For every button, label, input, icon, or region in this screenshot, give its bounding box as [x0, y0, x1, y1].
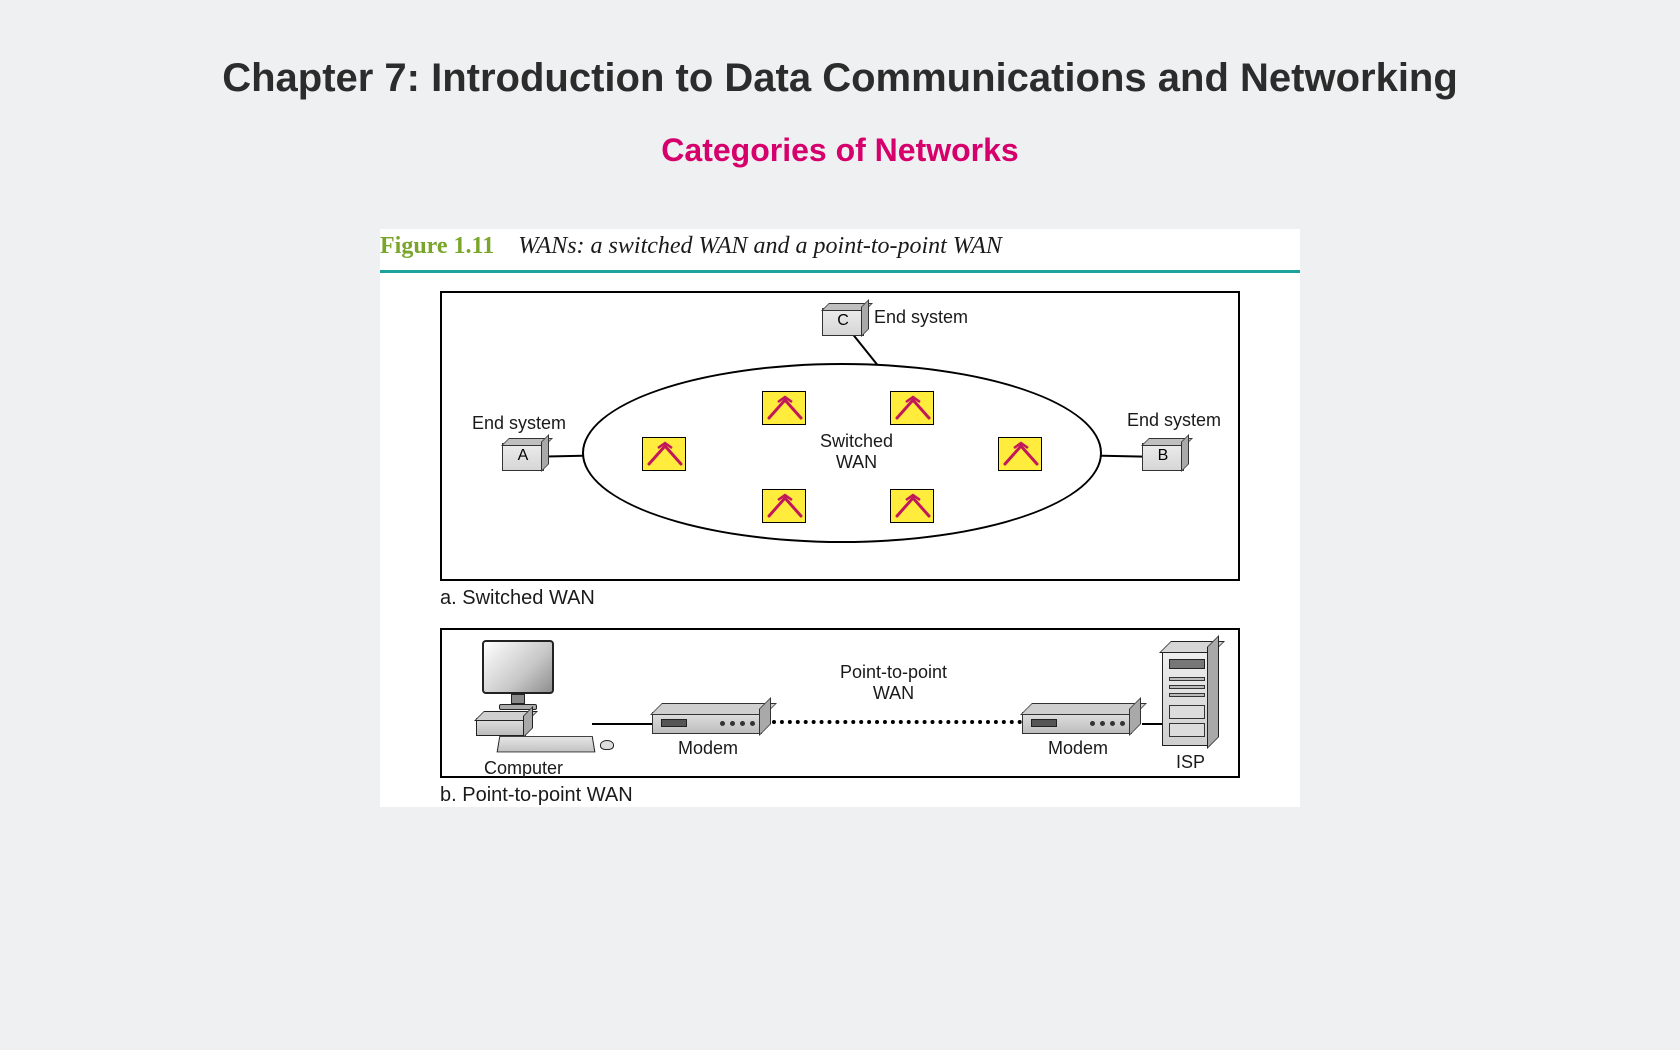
- end-system-c: C: [822, 308, 864, 336]
- diagram-a-caption: a. Switched WAN: [440, 587, 1300, 610]
- figure-container: Figure 1.11 WANs: a switched WAN and a p…: [380, 229, 1300, 807]
- modem-right-icon: [1022, 712, 1132, 734]
- switch-node: [890, 391, 934, 425]
- modem-left-label: Modem: [678, 738, 738, 759]
- computer-label: Computer: [484, 758, 563, 779]
- switch-node: [642, 437, 686, 471]
- monitor-stand: [511, 694, 525, 704]
- isp-label: ISP: [1176, 752, 1205, 773]
- diagram-b-caption: b. Point-to-point WAN: [440, 784, 1300, 807]
- keyboard-icon: [497, 736, 596, 752]
- modem-right-label: Modem: [1048, 738, 1108, 759]
- switch-node: [890, 489, 934, 523]
- isp-server-icon: [1162, 650, 1218, 750]
- figure-caption-text: WANs: a switched WAN and a point-to-poin…: [518, 233, 1002, 259]
- diagram-a-frame: SwitchedWAN A End system B End system C End s…: [440, 291, 1240, 581]
- switched-wan-label: SwitchedWAN: [820, 431, 893, 472]
- end-system-a: A: [502, 443, 544, 471]
- computer-icon: [482, 640, 554, 710]
- figure-caption: Figure 1.11 WANs: a switched WAN and a p…: [380, 229, 1300, 270]
- chapter-title: Chapter 7: Introduction to Data Communic…: [190, 52, 1490, 104]
- switch-node: [762, 391, 806, 425]
- link-computer-modem: [592, 723, 652, 725]
- modem-left-icon: [652, 712, 762, 734]
- end-system-a-label: End system: [472, 413, 566, 434]
- point-to-point-label: Point-to-pointWAN: [840, 662, 947, 703]
- figure-rule: [380, 270, 1300, 273]
- mouse-icon: [600, 740, 614, 750]
- end-system-c-label: End system: [874, 307, 968, 328]
- slide-root: Chapter 7: Introduction to Data Communic…: [0, 0, 1680, 1050]
- monitor-icon: [482, 640, 554, 694]
- end-system-b: B: [1142, 443, 1184, 471]
- switch-node: [762, 489, 806, 523]
- subtitle: Categories of Networks: [0, 132, 1680, 169]
- link-modem-isp: [1142, 723, 1162, 725]
- end-system-b-label: End system: [1127, 410, 1221, 431]
- switch-node: [998, 437, 1042, 471]
- link-modem-modem-dotted: [772, 720, 1022, 724]
- diagram-b-frame: Point-to-pointWAN Computer Modem Modem I…: [440, 628, 1240, 778]
- desktop-tower-icon: [476, 718, 526, 736]
- figure-number: Figure 1.11: [380, 233, 494, 259]
